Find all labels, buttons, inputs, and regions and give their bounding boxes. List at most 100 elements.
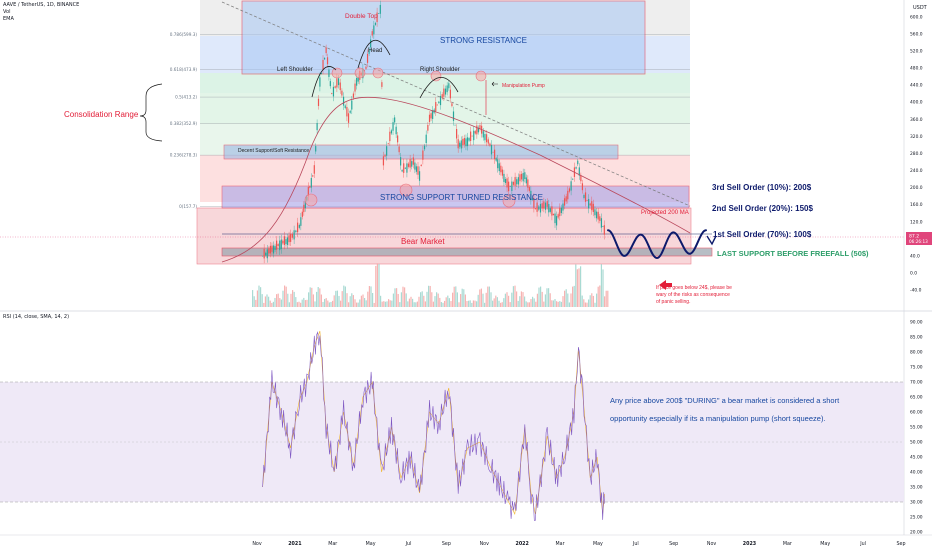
rsi-tick-label: 35.00 (910, 485, 923, 491)
candle-body (420, 164, 422, 166)
support-touch-marker (304, 193, 318, 207)
candle-body (473, 130, 475, 141)
volume-bar (359, 299, 361, 307)
volume-bar (460, 294, 462, 307)
volume-bar (597, 286, 599, 307)
rsi-note-line-2: opportunity especially if its a manipula… (610, 414, 826, 423)
volume-bar (455, 286, 457, 307)
volume-bar (487, 286, 489, 307)
volume-bar (602, 269, 604, 307)
volume-bar (424, 301, 426, 307)
volume-bar (253, 296, 255, 307)
candle-body (463, 138, 466, 145)
candle-body (329, 81, 331, 87)
volume-bar (391, 300, 393, 307)
volume-bar (277, 293, 279, 307)
volume-bar (388, 299, 390, 307)
candle-body (349, 110, 351, 113)
volume-bar (290, 293, 292, 307)
volume-bar (285, 286, 287, 307)
candle-body (531, 198, 533, 201)
volume-bar (496, 297, 498, 307)
candle-body (578, 167, 580, 176)
volume-bar (434, 296, 436, 307)
candle-body (490, 144, 493, 155)
volume-bar (279, 298, 281, 307)
volume-bar (349, 296, 351, 307)
volume-bar (351, 293, 353, 307)
rsi-annotations: Any price above 200$ "DURING" a bear mar… (610, 396, 840, 423)
volume-bar (384, 301, 386, 307)
volume-bar (565, 289, 567, 307)
candle-body (497, 159, 499, 169)
volume-bar (324, 298, 326, 307)
volume-bar (408, 298, 410, 307)
candle-body (341, 90, 343, 96)
candle-body (406, 163, 408, 173)
volume-bar (468, 300, 470, 307)
candle-body (407, 163, 410, 167)
volume-bar (464, 294, 466, 307)
candle-body (486, 134, 488, 143)
annotations: Double Top Head Left Shoulder Right Shou… (64, 13, 869, 305)
volume-bar (509, 302, 511, 307)
volume-bar (583, 299, 585, 307)
candle-body (347, 113, 350, 123)
volume-bar (554, 299, 556, 307)
candle-body (401, 169, 403, 172)
volume-bar (276, 294, 278, 307)
time-tick-label: Sep (669, 541, 678, 547)
candle-body (460, 140, 462, 149)
volume-bar (584, 302, 586, 307)
candle-body (277, 244, 279, 246)
price-tick-label: 400.0 (910, 100, 923, 106)
volume-bar (506, 292, 508, 307)
candle-body (530, 190, 532, 201)
volume-bar (440, 302, 442, 307)
volume-bar (344, 286, 346, 307)
candle-body (602, 226, 604, 227)
candle-body (476, 125, 478, 135)
volume-bar (476, 301, 478, 307)
volume-bar (492, 300, 494, 307)
downtrend-line (221, 1, 691, 207)
candle-body (293, 230, 295, 240)
volume-bar (580, 266, 582, 307)
volume-bar (533, 298, 535, 307)
volume-bar (378, 264, 380, 307)
volume-bar (512, 286, 514, 307)
chart-title: AAVE / TetherUS, 1D, BINANCE (3, 2, 80, 8)
strong-resistance-label: STRONG RESISTANCE (440, 36, 527, 45)
candle-body (412, 157, 414, 165)
candle-body (262, 255, 264, 257)
time-tick-label: Nov (707, 541, 717, 547)
volume-bar (410, 296, 412, 307)
volume-bar (354, 299, 356, 307)
warning-line-3: of panic selling. (656, 299, 690, 305)
candle-body (398, 146, 400, 153)
volume-bar (546, 288, 548, 307)
price-axis: 600.0 560.0 520.0 480.0 440.0 400.0 360.0 320.0… (910, 14, 923, 293)
sell-order-3-label: 3rd Sell Order (10%): 200$ (712, 183, 812, 192)
volume-bar (461, 288, 463, 307)
price-tick-label: 0.0 (910, 271, 917, 277)
candle-body (563, 198, 566, 206)
volume-bar (272, 301, 274, 307)
volume-bar (548, 288, 550, 307)
volume-bar (591, 293, 593, 307)
candle-body (425, 134, 427, 143)
volume-bar (381, 301, 383, 307)
volume-bar (600, 264, 602, 307)
volume-bar (304, 300, 306, 307)
candle-body (352, 93, 355, 98)
volume-bar (423, 295, 425, 307)
rsi-tick-label: 45.00 (910, 455, 923, 461)
volume-bar (292, 290, 294, 307)
candle-body (500, 165, 502, 173)
volume-bar (413, 302, 415, 307)
candle-body (506, 178, 508, 188)
candle-body (313, 165, 315, 174)
candle-body (594, 209, 596, 216)
volume-bar (365, 300, 367, 307)
candle-body (334, 86, 336, 88)
